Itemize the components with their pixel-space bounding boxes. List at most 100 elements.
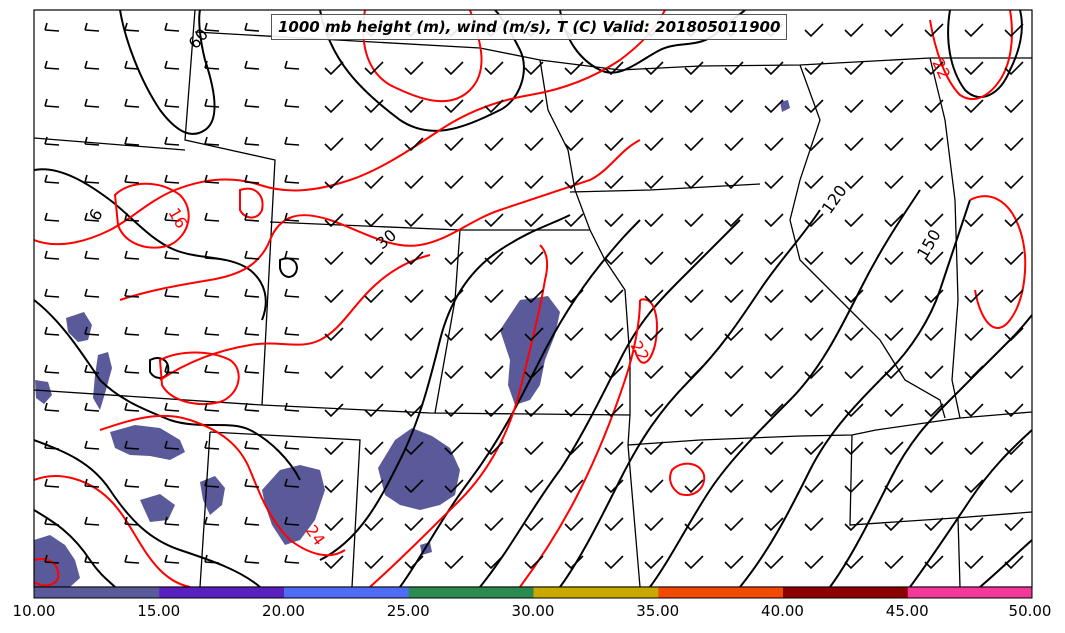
wind-barb	[484, 365, 504, 380]
wind-barb	[444, 289, 464, 304]
wind-barb	[44, 22, 60, 32]
wind-barb	[724, 251, 744, 266]
wind-barb	[164, 516, 180, 526]
wind-barb	[884, 441, 904, 456]
colorbar-segment	[34, 587, 160, 598]
wind-barb	[644, 99, 664, 114]
wind-barb	[364, 327, 384, 342]
wind-barb	[244, 212, 260, 222]
wind-barb	[1004, 365, 1024, 380]
wind-barb	[724, 441, 744, 456]
wind-barb	[644, 441, 664, 456]
wind-barb	[724, 137, 744, 152]
wind-barb	[524, 441, 544, 456]
wind-barb	[164, 478, 180, 488]
wind-barb	[444, 327, 464, 342]
wind-barb	[924, 441, 944, 456]
wind-barb	[244, 326, 260, 336]
wind-barb	[804, 517, 824, 532]
colorbar-segment	[283, 587, 409, 598]
wind-barb	[724, 517, 744, 532]
wind-barb	[244, 60, 260, 70]
wind-barb	[44, 364, 60, 374]
wind-barb	[724, 99, 744, 114]
wind-barb	[1004, 61, 1024, 76]
wind-barb	[484, 441, 504, 456]
wind-barb	[684, 213, 704, 228]
wind-barb	[804, 137, 824, 152]
wind-barb	[524, 517, 544, 532]
wind-barb	[124, 250, 140, 260]
wind-barb	[564, 213, 584, 228]
wind-barb	[844, 517, 864, 532]
wind-barb	[364, 555, 384, 570]
wind-barb	[764, 289, 784, 304]
wind-barb	[844, 251, 864, 266]
wind-barb	[884, 175, 904, 190]
wind-barb	[124, 212, 140, 222]
wind-barb	[84, 250, 100, 260]
wind-barb	[924, 555, 944, 570]
temp-label-30: 30	[372, 225, 400, 253]
wind-barb	[164, 554, 180, 564]
wind-barb	[324, 479, 344, 494]
wind-barb	[84, 98, 100, 108]
wind-barb	[164, 440, 180, 450]
wind-barb	[164, 22, 180, 32]
wind-barb	[644, 137, 664, 152]
wind-barb	[284, 402, 300, 412]
wind-barb	[364, 403, 384, 418]
height-contours	[34, 10, 1032, 587]
wind-barb	[804, 289, 824, 304]
wind-barb	[844, 175, 864, 190]
wind-barb	[324, 327, 344, 342]
wind-barb	[764, 61, 784, 76]
wind-barb	[284, 136, 300, 146]
wind-barb	[324, 555, 344, 570]
wind-barb	[644, 289, 664, 304]
wind-barb	[764, 517, 784, 532]
wind-barb	[324, 403, 344, 418]
wind-barb	[484, 175, 504, 190]
wind-barb	[724, 175, 744, 190]
wind-barb	[724, 479, 744, 494]
colorbar-tick-label: 25.00	[386, 602, 430, 620]
wind-barb	[84, 212, 100, 222]
wind-barb	[124, 60, 140, 70]
colorbar-tick-label: 20.00	[262, 602, 305, 620]
wind-barb	[244, 250, 260, 260]
wind-barb	[924, 517, 944, 532]
wind-barb	[484, 137, 504, 152]
wind-barb	[524, 403, 544, 418]
wind-barb	[84, 174, 100, 184]
wind-barb	[324, 517, 344, 532]
wind-barb	[484, 479, 504, 494]
wind-barb	[644, 251, 664, 266]
wind-barb	[404, 99, 424, 114]
wind-barb	[324, 213, 344, 228]
wind-barb	[924, 61, 944, 76]
wind-barb	[284, 440, 300, 450]
wind-barb	[324, 251, 344, 266]
wind-barb	[524, 327, 544, 342]
wind-barb	[364, 137, 384, 152]
wind-barb	[884, 327, 904, 342]
colorbar-segment	[408, 587, 534, 598]
wind-barb	[924, 137, 944, 152]
wind-barb	[284, 516, 300, 526]
shaded-field	[34, 100, 790, 587]
wind-barb	[444, 251, 464, 266]
wind-barb	[44, 136, 60, 146]
wind-barb	[244, 364, 260, 374]
wind-barb	[364, 251, 384, 266]
wind-barb	[124, 136, 140, 146]
wind-barb	[204, 60, 220, 70]
wind-barb	[644, 213, 664, 228]
height-label-120: 120	[818, 181, 851, 217]
wind-barb	[724, 61, 744, 76]
wind-barb	[484, 213, 504, 228]
wind-barb	[84, 136, 100, 146]
wind-barb	[724, 365, 744, 380]
wind-barb	[724, 555, 744, 570]
wind-barb	[804, 327, 824, 342]
